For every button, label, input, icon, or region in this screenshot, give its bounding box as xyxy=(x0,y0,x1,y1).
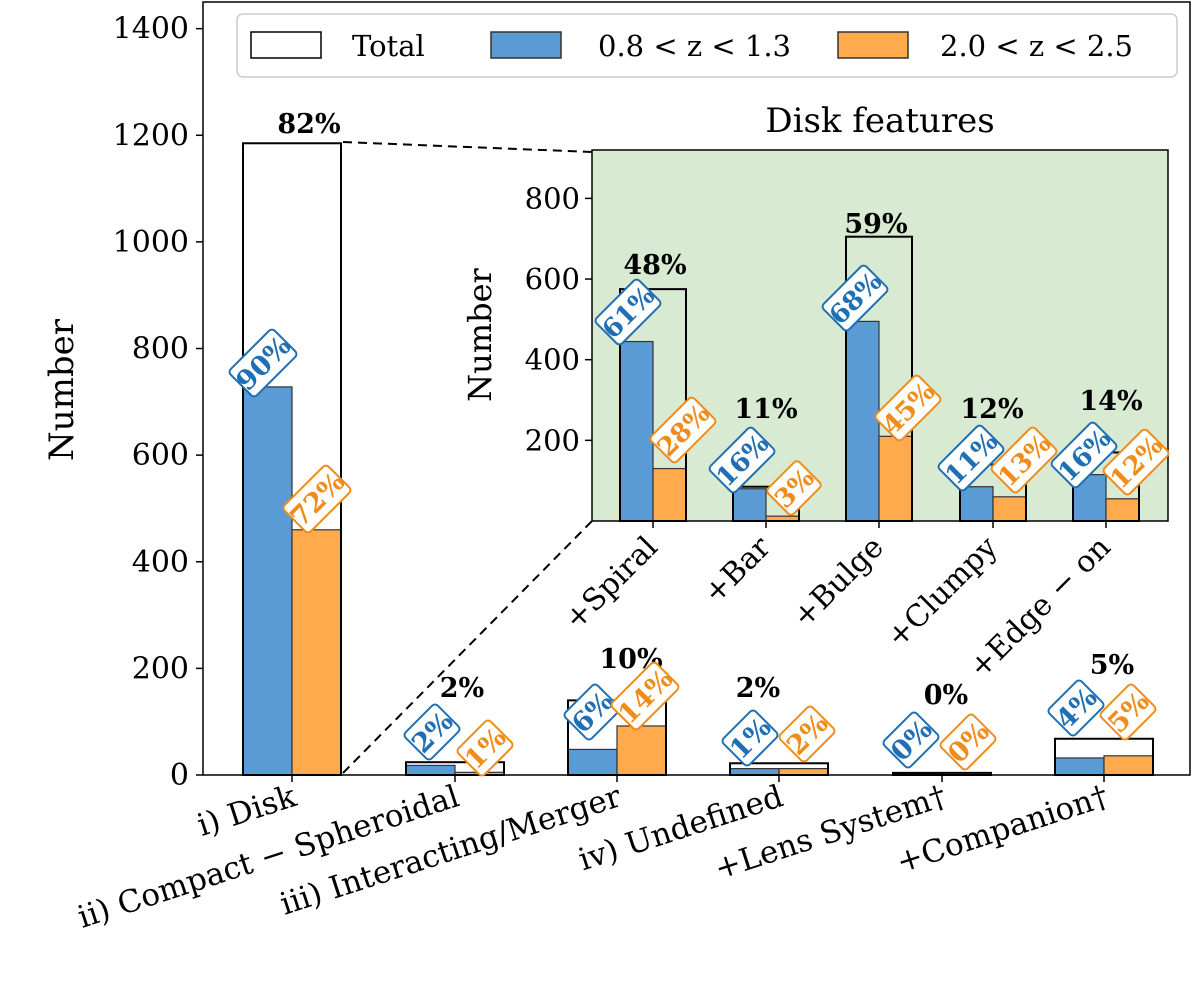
bar-blue xyxy=(242,386,293,776)
bar-blue xyxy=(567,748,618,776)
inset-bar-orange xyxy=(652,467,687,522)
main-ytick-label: 1200 xyxy=(113,118,189,153)
inset-total-pct-label: 11% xyxy=(734,394,797,425)
inset-orange-pct-badge-group: 45% xyxy=(874,374,942,442)
main-ytick-label: 1000 xyxy=(113,225,189,260)
inset-ytick-label: 200 xyxy=(525,423,580,457)
main-ytick-label: 0 xyxy=(170,758,189,793)
legend: Total 0.8 < z < 1.3 2.0 < z < 2.5 xyxy=(236,13,1178,78)
inset-blue-pct-badge-box xyxy=(937,424,1005,492)
blue-pct-badge-box xyxy=(1047,679,1105,737)
bar-orange xyxy=(616,725,667,776)
inset-blue-pct-badge-group: 16% xyxy=(708,426,776,494)
inset-total-pct-label: 12% xyxy=(960,394,1023,425)
inset-title: Disk features xyxy=(765,101,994,141)
bar-orange xyxy=(291,529,342,776)
inset-total-pct-label: 48% xyxy=(623,250,686,281)
inset-total-pct-label: 14% xyxy=(1079,386,1142,417)
bar-orange xyxy=(1103,755,1154,776)
inset-orange-pct-badge-box xyxy=(649,396,717,464)
inset-ylabel: Number xyxy=(461,267,499,401)
total-pct-label: 5% xyxy=(1090,650,1134,681)
inset-orange-pct-badge-box xyxy=(1102,428,1170,496)
main-ytick-label: 400 xyxy=(132,545,189,580)
inset-bar-orange xyxy=(1105,498,1140,522)
main-ytick-label: 800 xyxy=(132,332,189,367)
legend-swatch xyxy=(837,31,909,59)
inset-total-pct-label: 59% xyxy=(844,209,907,240)
blue-pct-badge-box xyxy=(721,709,779,767)
total-pct-label: 82% xyxy=(277,109,340,140)
blue-pct-badge-box xyxy=(882,711,940,769)
inset-blue-pct-badge-box xyxy=(821,264,889,332)
inset-ytick-label: 400 xyxy=(525,343,580,377)
main-ytick-label: 1400 xyxy=(113,12,189,47)
inset-orange-pct-badge-box xyxy=(874,374,942,442)
orange-pct-badge-box xyxy=(610,661,680,731)
inset-bar-blue xyxy=(732,488,767,522)
inset-bar-blue xyxy=(845,320,880,522)
inset-blue-pct-badge-box xyxy=(1050,421,1118,489)
bar-blue xyxy=(405,764,456,776)
inset-bar-orange xyxy=(992,496,1027,522)
total-pct-label: 2% xyxy=(736,673,780,704)
total-pct-label: 0% xyxy=(924,680,968,711)
inset-bar-blue xyxy=(619,340,654,522)
blue-pct-badge-box xyxy=(563,683,621,741)
orange-pct-badge-box xyxy=(282,464,352,534)
inset-ytick-label: 800 xyxy=(525,181,580,215)
total-pct-label: 2% xyxy=(440,673,484,704)
legend-label: 2.0 < z < 2.5 xyxy=(940,29,1133,63)
main-ylabel: Number xyxy=(42,318,82,461)
inset-bar-orange xyxy=(878,435,913,522)
orange-pct-badge-box xyxy=(1099,683,1157,741)
main-ytick-label: 600 xyxy=(132,438,189,473)
inset-orange-pct-badge-box xyxy=(766,460,822,516)
legend-swatch xyxy=(250,31,322,59)
inset-ytick-label: 600 xyxy=(525,262,580,296)
zoom-connector-top xyxy=(342,141,593,153)
orange-pct-badge-box xyxy=(939,713,997,771)
legend-label: Total xyxy=(352,29,425,63)
orange-pct-badge-box xyxy=(778,705,836,763)
orange-pct-badge-box xyxy=(456,719,514,777)
legend-label: 0.8 < z < 1.3 xyxy=(598,29,791,63)
bar-blue xyxy=(1054,757,1105,776)
main-ytick-label: 200 xyxy=(132,651,189,686)
legend-swatch xyxy=(490,31,562,59)
legend-box xyxy=(236,13,1178,78)
inset-orange-pct-badge-box xyxy=(990,426,1058,494)
blue-pct-badge-box xyxy=(228,328,298,398)
blue-pct-badge-box xyxy=(403,703,461,761)
inset-blue-pct-badge-box xyxy=(594,278,662,346)
inset-blue-pct-badge-box xyxy=(708,426,776,494)
inset-bar-blue xyxy=(959,486,994,522)
